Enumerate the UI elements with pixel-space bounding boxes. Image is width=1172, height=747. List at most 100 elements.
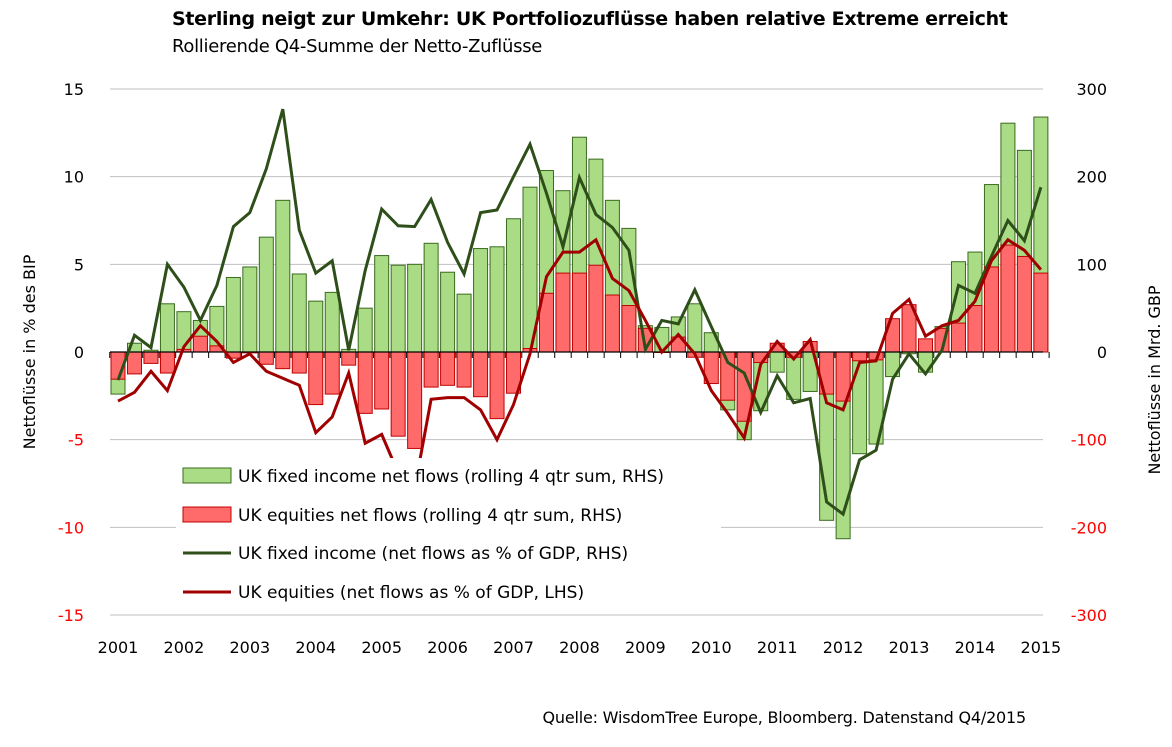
bar-fixed-income [407,263,423,353]
source-note: Quelle: WisdomTree Europe, Bloomberg. Da… [542,708,1026,727]
legend-label-fi-line: UK fixed income (net flows as % of GDP, … [238,544,628,564]
bar-fixed-income [357,307,373,353]
bar-fixed-income [687,303,703,353]
x-tick-label: 2013 [889,638,930,657]
legend-label-equity-bars: UK equities net flows (rolling 4 qtr sum… [238,506,622,526]
y-axis-left-title: Nettoflüsse in % des BIP [20,254,39,449]
x-tick-label: 2001 [98,638,139,657]
bar-equities [291,351,307,374]
bar-equities [407,351,423,449]
x-tick-label: 2012 [823,638,864,657]
bar-equities [588,264,604,353]
y-tick-label-left: -15 [58,606,84,625]
bar-equities [423,351,439,388]
bar-equities [275,351,291,370]
bar-fixed-income [852,351,868,455]
bar-equities [489,351,505,420]
bar-fixed-income [242,266,258,353]
bar-fixed-income [209,305,225,353]
y-tick-label-left: -5 [68,431,84,450]
legend-label-fi-bars: UK fixed income net flows (rolling 4 qtr… [238,467,664,487]
x-tick-label: 2008 [559,638,600,657]
x-tick-label: 2007 [493,638,534,657]
bar-equities [1016,255,1032,353]
bar-equities [918,338,934,353]
x-tick-label: 2003 [229,638,270,657]
bar-fixed-income [308,300,324,353]
y-tick-label-right: 300 [1076,80,1107,99]
bar-fixed-income [275,199,291,353]
chart-subtitle: Rollierende Q4-Summe der Netto-Zuflüsse [172,36,543,57]
bar-equities [308,351,324,406]
x-tick-label: 2014 [955,638,996,657]
bar-equities [950,322,966,353]
legend-swatch-fi-bars [182,467,232,484]
y-tick-label-right: -300 [1071,606,1107,625]
bar-equities [852,351,868,362]
y-tick-label-left: 10 [64,168,84,187]
y-axis-right-title: Nettoflüsse in Mrd. GBP [1145,285,1164,474]
bar-equities [440,351,456,386]
line-fixed-income-pct-gdp [116,108,1043,517]
x-tick-label: 2005 [361,638,402,657]
y-tick-label-right: -100 [1071,431,1107,450]
bar-equities [126,351,142,375]
bar-equities [258,351,274,365]
y-tick-label-left: 5 [74,255,84,274]
y-axis-right: 300 200 100 0 -100 -200 -300 [1071,80,1107,625]
x-tick-label: 2009 [625,638,666,657]
y-tick-label-left: -10 [58,518,84,537]
bar-fixed-income [423,242,439,353]
y-axis-left: 15 10 5 0 -5 -10 -15 [58,80,84,625]
bar-fixed-income [489,246,505,353]
y-tick-label-right: 100 [1076,255,1107,274]
y-tick-label-left: 15 [64,80,84,99]
y-tick-label-right: 0 [1097,343,1107,362]
bar-equities [357,351,373,414]
bar-equities [571,272,587,353]
bar-equities [390,351,406,437]
legend-swatch-equity-bars [182,506,232,523]
bar-fixed-income [374,255,390,353]
bar-fixed-income [456,293,472,353]
bar-fixed-income [440,271,456,353]
bar-equities [159,351,175,374]
x-tick-label: 2004 [295,638,336,657]
bar-fixed-income [258,236,274,353]
bar-fixed-income [390,264,406,353]
x-tick-label: 2015 [1021,638,1062,657]
bar-fixed-income [159,303,175,353]
bar-equities [555,272,571,353]
legend: UK fixed income net flows (rolling 4 qtr… [176,458,721,610]
bar-equities [983,266,999,353]
bar-equities [341,351,357,366]
y-tick-label-right: 200 [1076,168,1107,187]
bar-fixed-income [291,273,307,353]
bar-equities [456,351,472,388]
bar-fixed-income [769,351,785,373]
bar-equities [143,351,159,364]
bar-fixed-income [225,276,241,353]
x-tick-label: 2002 [164,638,205,657]
chart-title: Sterling neigt zur Umkehr: UK Portfolioz… [172,8,1008,30]
series-lines [116,108,1043,517]
bar-equities [967,305,983,353]
bar-equities [374,351,390,410]
bar-equities [621,305,637,353]
legend-label-equity-line: UK equities (net flows as % of GDP, LHS) [238,583,584,603]
bar-fixed-income [473,248,489,353]
y-tick-label-left: 0 [74,343,84,362]
bar-equities [473,351,489,398]
bar-equities [1000,244,1016,353]
x-tick-label: 2011 [757,638,798,657]
bar-equities [1033,272,1049,353]
x-tick-label: 2010 [691,638,732,657]
bar-fixed-income [506,218,522,353]
legend-background [176,458,721,610]
x-tick-label: 2006 [427,638,468,657]
bar-fixed-income [324,291,340,353]
bar-equities [192,335,208,353]
x-tick-labels: 2001 2002 2003 2004 2005 2006 2007 2008 2009 2010… [98,638,1062,657]
bar-equities [324,351,340,395]
